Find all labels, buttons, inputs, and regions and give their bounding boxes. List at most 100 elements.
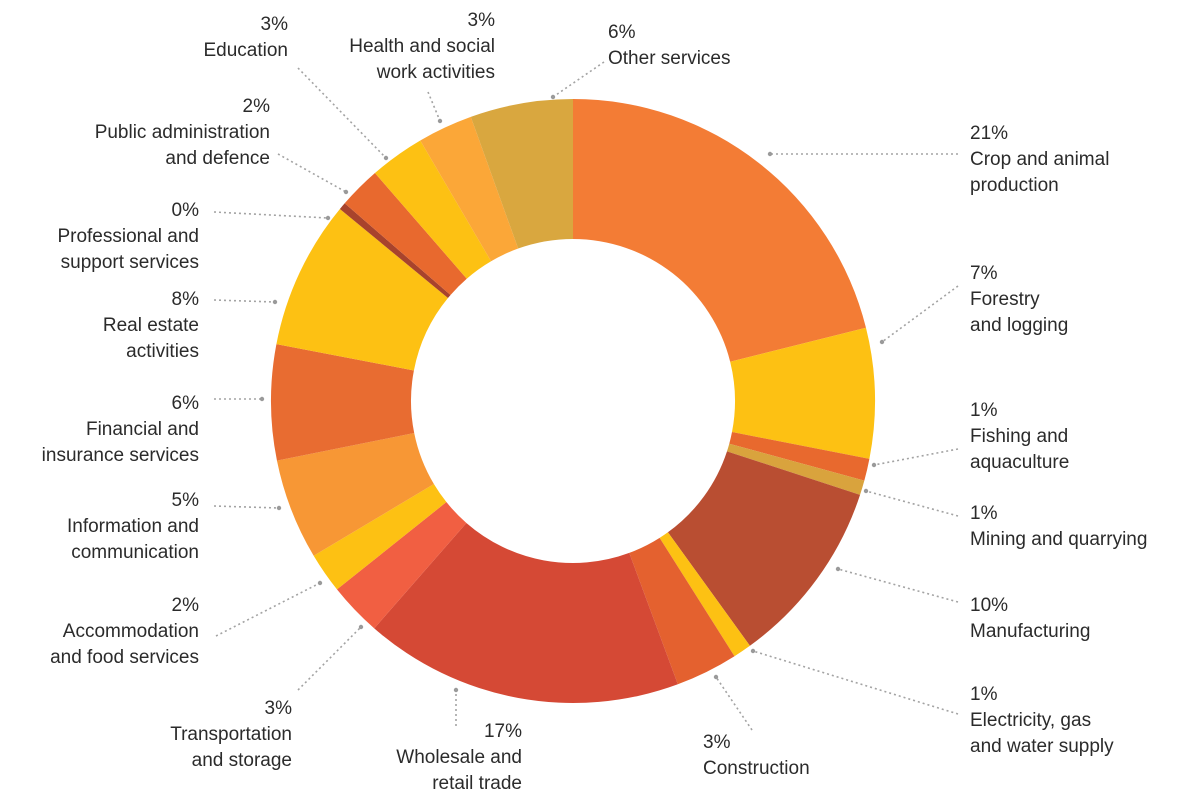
leader-line-mining-and-quarrying xyxy=(865,490,959,517)
slice-other-services xyxy=(470,99,573,249)
label-text-forestry-and-logging: and logging xyxy=(970,315,1068,336)
leader-line-education xyxy=(297,67,387,159)
label-information-and-communication: 5% Information and communication xyxy=(67,490,199,563)
slice-accommodation-and-food-services xyxy=(313,484,447,590)
label-text-accommodation-and-food-services: and food services xyxy=(50,647,199,668)
slice-wholesale-and-retail-trade xyxy=(374,522,678,703)
label-value-construction: 3% xyxy=(703,732,731,753)
label-text-financial-and-insurance-services: Financial and xyxy=(86,419,199,440)
label-value-other-services: 6% xyxy=(608,22,636,43)
label-text-real-estate-activities: Real estate xyxy=(103,315,199,336)
slice-manufacturing xyxy=(667,451,861,646)
label-text-education: Education xyxy=(203,40,288,61)
chart-leader-lines xyxy=(213,61,959,731)
label-text-financial-and-insurance-services: insurance services xyxy=(42,445,199,466)
label-value-forestry-and-logging: 7% xyxy=(970,263,998,284)
label-text-electricity-gas-and-water-supply: Electricity, gas xyxy=(970,710,1091,731)
leader-line-forestry-and-logging xyxy=(881,285,959,343)
label-text-electricity-gas-and-water-supply: and water supply xyxy=(970,736,1114,757)
leader-dot-forestry-and-logging xyxy=(879,339,885,345)
label-value-professional-and-support-services: 0% xyxy=(172,200,200,221)
leader-dot-professional-and-support-services xyxy=(325,215,331,221)
slice-forestry-and-logging xyxy=(730,327,876,459)
leader-dot-fishing-and-aquaculture xyxy=(871,462,877,468)
leader-dot-public-administration-and-defence xyxy=(343,189,349,195)
label-value-real-estate-activities: 8% xyxy=(172,289,200,310)
leader-dot-transportation-and-storage xyxy=(358,624,364,630)
leader-dot-real-estate-activities xyxy=(272,299,278,305)
label-value-health-and-social-work-activities: 3% xyxy=(468,10,496,31)
leader-line-transportation-and-storage xyxy=(297,626,362,691)
label-fishing-and-aquaculture: 1% Fishing and aquaculture xyxy=(970,400,1069,473)
label-construction: 3% Construction xyxy=(703,732,810,779)
label-value-accommodation-and-food-services: 2% xyxy=(172,595,200,616)
slice-crop-and-animal-production xyxy=(573,99,866,362)
label-financial-and-insurance-services: 6% Financial and insurance services xyxy=(42,393,199,466)
leader-dot-health-and-social-work-activities xyxy=(437,118,443,124)
label-text-other-services: Other services xyxy=(608,48,730,69)
label-text-crop-and-animal-production: Crop and animal xyxy=(970,149,1109,170)
label-text-manufacturing: Manufacturing xyxy=(970,621,1090,642)
label-mining-and-quarrying: 1% Mining and quarrying xyxy=(970,503,1147,550)
label-text-wholesale-and-retail-trade: retail trade xyxy=(432,773,522,792)
leader-line-information-and-communication xyxy=(213,505,280,509)
leader-line-manufacturing xyxy=(837,568,959,603)
leader-line-professional-and-support-services xyxy=(213,211,329,219)
leader-dot-mining-and-quarrying xyxy=(863,488,869,494)
slice-information-and-communication xyxy=(276,433,434,556)
label-text-public-administration-and-defence: and defence xyxy=(165,148,270,169)
label-value-information-and-communication: 5% xyxy=(172,490,200,511)
leader-line-electricity-gas-and-water-supply xyxy=(752,650,959,715)
label-text-mining-and-quarrying: Mining and quarrying xyxy=(970,529,1147,550)
label-forestry-and-logging: 7% Forestry and logging xyxy=(970,263,1068,336)
slice-health-and-social-work-activities xyxy=(420,116,519,262)
label-text-fishing-and-aquaculture: aquaculture xyxy=(970,452,1069,473)
label-text-fishing-and-aquaculture: Fishing and xyxy=(970,426,1068,447)
leader-dot-construction xyxy=(713,674,719,680)
label-value-crop-and-animal-production: 21% xyxy=(970,123,1008,144)
label-value-electricity-gas-and-water-supply: 1% xyxy=(970,684,998,705)
leader-dot-wholesale-and-retail-trade xyxy=(453,687,459,693)
leader-line-fishing-and-aquaculture xyxy=(873,448,959,466)
label-value-manufacturing: 10% xyxy=(970,595,1008,616)
label-accommodation-and-food-services: 2% Accommodation and food services xyxy=(50,595,199,668)
chart-slices xyxy=(271,99,876,703)
slice-mining-and-quarrying xyxy=(726,443,865,495)
label-value-financial-and-insurance-services: 6% xyxy=(172,393,200,414)
label-value-education: 3% xyxy=(261,14,289,35)
leader-line-other-services xyxy=(552,61,605,98)
leader-dot-information-and-communication xyxy=(276,505,282,511)
label-text-health-and-social-work-activities: Health and social xyxy=(349,36,495,57)
label-text-forestry-and-logging: Forestry xyxy=(970,289,1040,310)
label-text-information-and-communication: communication xyxy=(71,542,199,563)
leader-dot-education xyxy=(383,155,389,161)
label-text-transportation-and-storage: and storage xyxy=(192,750,292,771)
label-text-public-administration-and-defence: Public administration xyxy=(95,122,270,143)
leader-line-public-administration-and-defence xyxy=(277,153,347,193)
slice-real-estate-activities xyxy=(276,208,448,371)
leader-line-construction xyxy=(715,676,753,731)
label-text-transportation-and-storage: Transportation xyxy=(170,724,292,745)
label-text-construction: Construction xyxy=(703,758,810,779)
label-text-crop-and-animal-production: production xyxy=(970,175,1059,196)
label-text-health-and-social-work-activities: work activities xyxy=(376,62,495,83)
label-text-accommodation-and-food-services: Accommodation xyxy=(63,621,199,642)
slice-construction xyxy=(629,537,735,685)
label-wholesale-and-retail-trade: 17% Wholesale and retail trade xyxy=(396,721,522,792)
label-text-professional-and-support-services: support services xyxy=(61,252,199,273)
slice-financial-and-insurance-services xyxy=(271,344,415,461)
leader-dot-financial-and-insurance-services xyxy=(259,396,265,402)
slice-education xyxy=(374,140,492,279)
label-education: 3% Education xyxy=(203,14,288,61)
slice-fishing-and-aquaculture xyxy=(729,432,870,481)
slice-professional-and-support-services xyxy=(339,203,451,298)
leader-dot-crop-and-animal-production xyxy=(767,151,773,157)
label-real-estate-activities: 8% Real estate activities xyxy=(103,289,199,362)
label-value-fishing-and-aquaculture: 1% xyxy=(970,400,998,421)
leader-dot-accommodation-and-food-services xyxy=(317,580,323,586)
label-other-services: 6% Other services xyxy=(608,22,730,69)
slice-public-administration-and-defence xyxy=(344,173,467,295)
label-value-transportation-and-storage: 3% xyxy=(265,698,293,719)
label-text-information-and-communication: Information and xyxy=(67,516,199,537)
